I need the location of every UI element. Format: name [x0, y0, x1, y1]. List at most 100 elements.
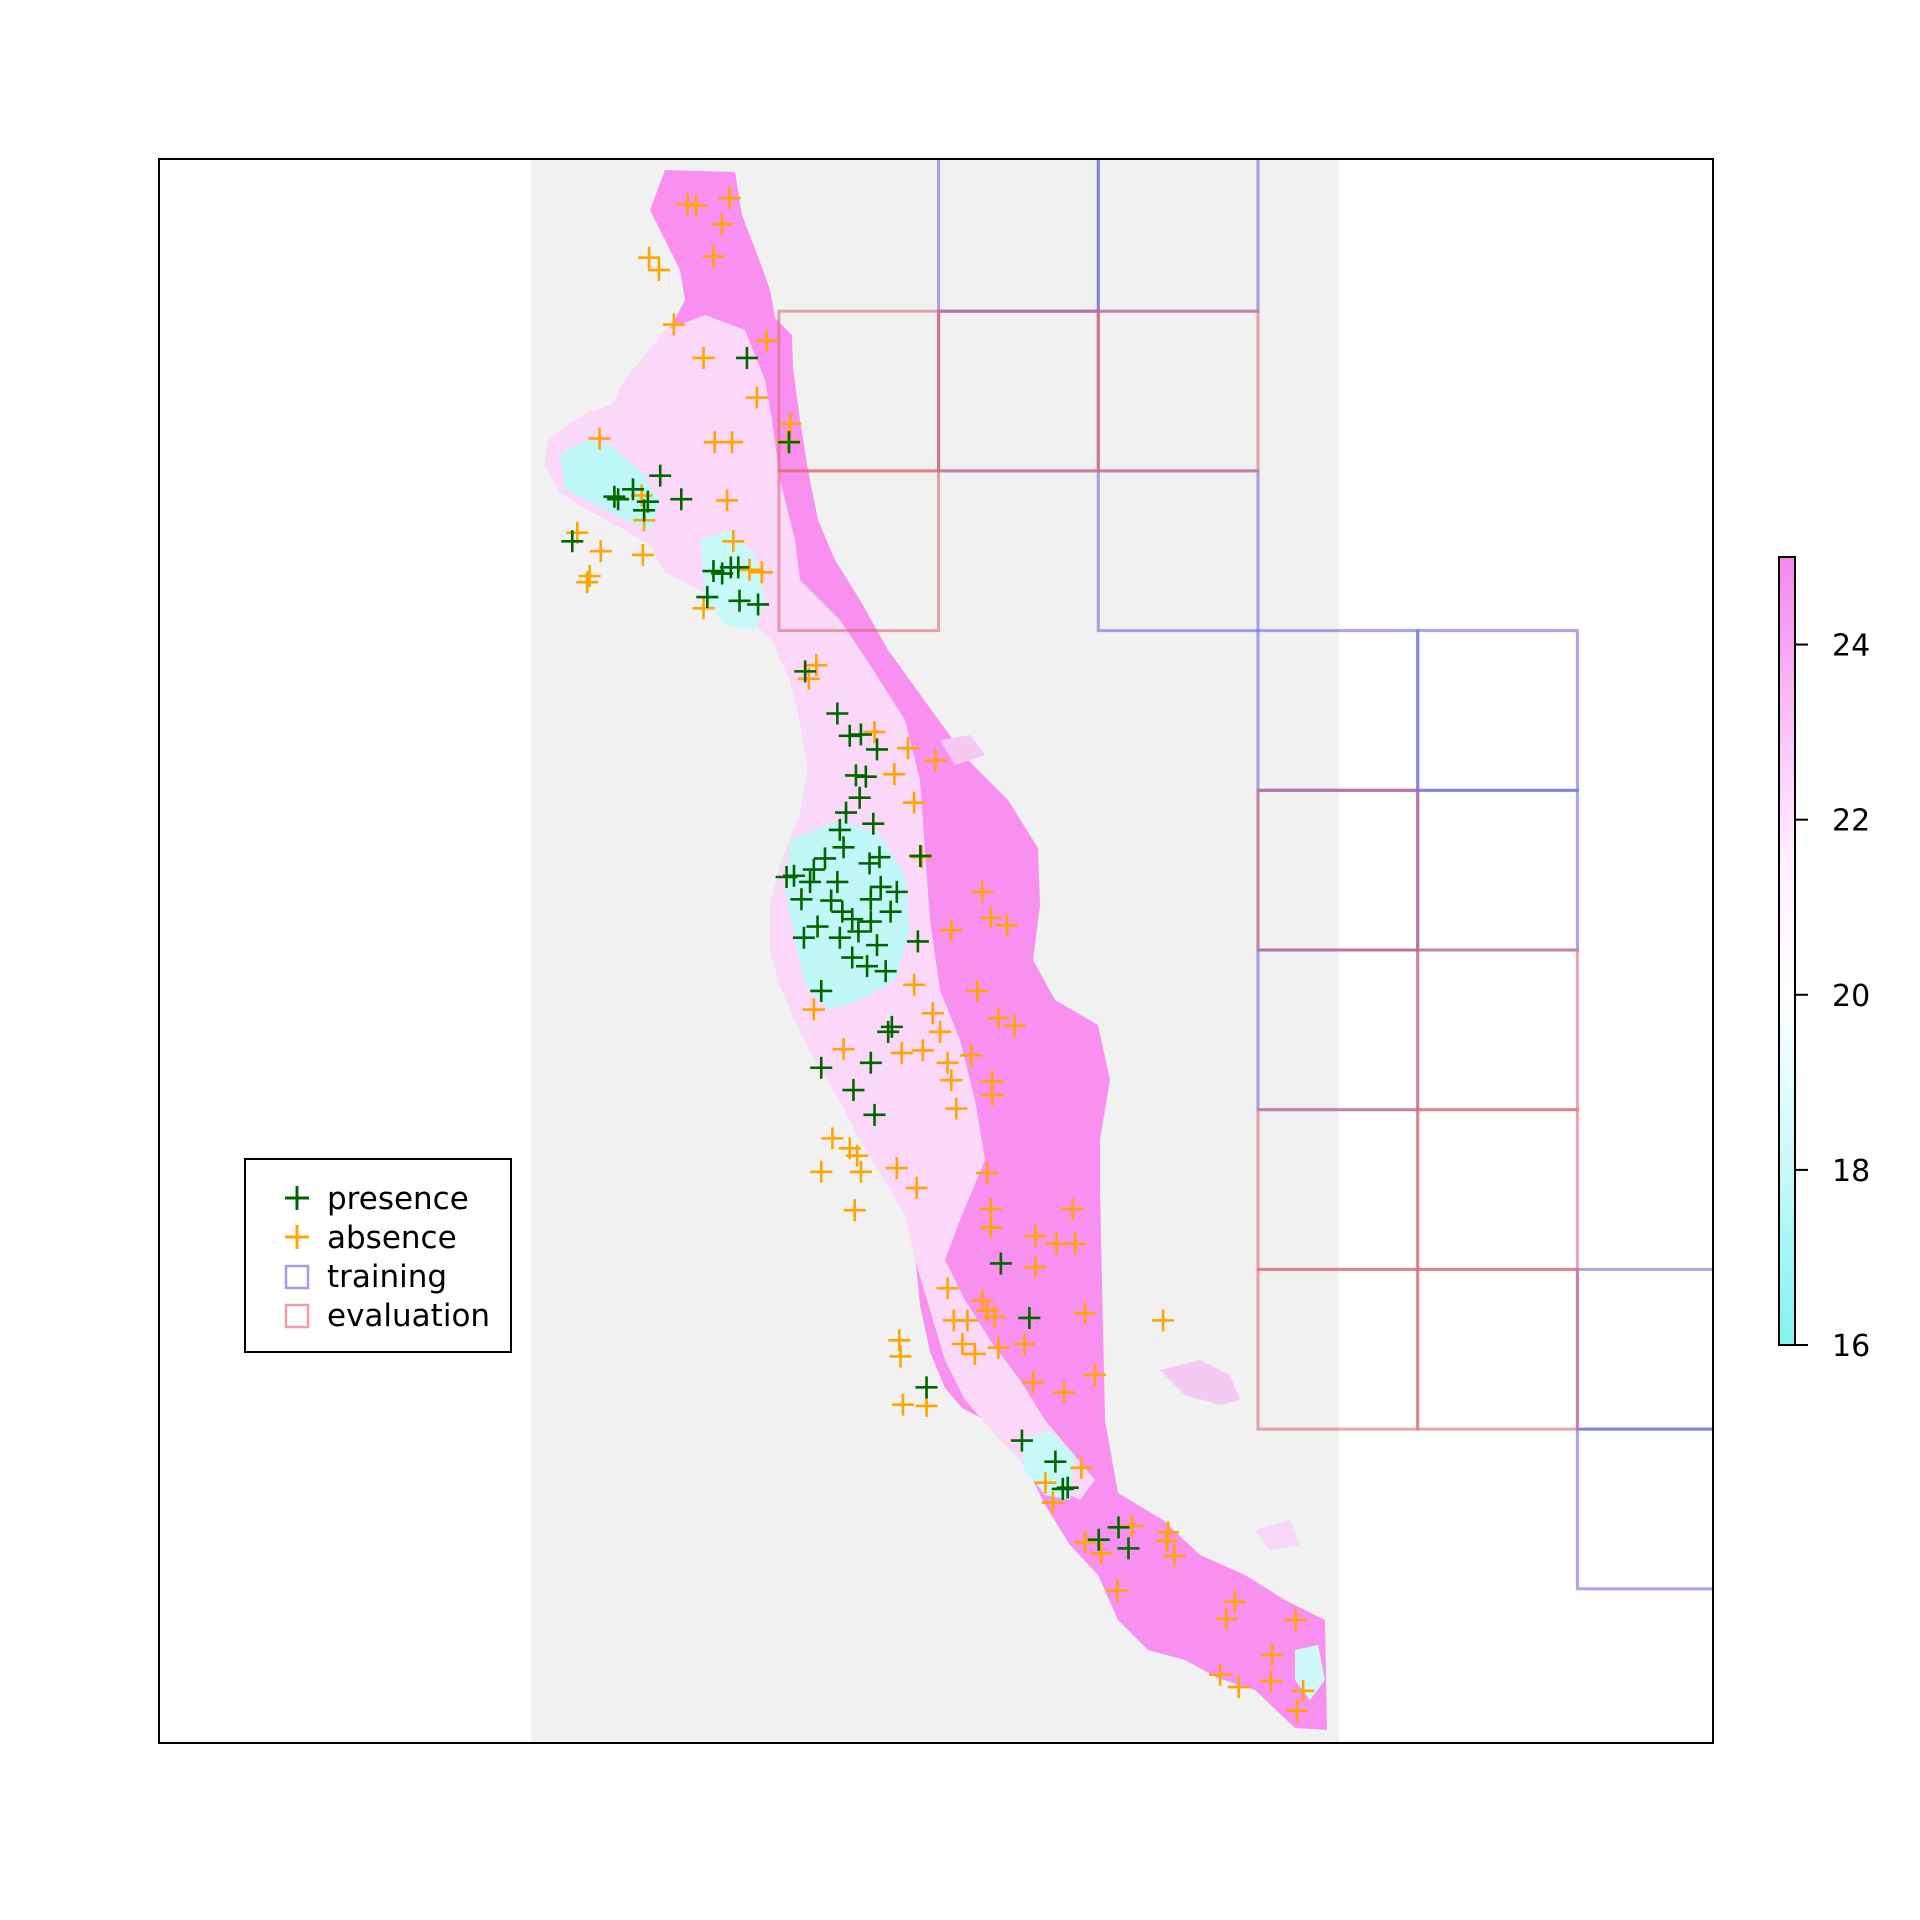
- absence-point: [1163, 1544, 1186, 1567]
- presence-point: [828, 818, 851, 841]
- land-cool-region-south: [1020, 1430, 1075, 1500]
- presence-point: [859, 1051, 882, 1074]
- presence-point: [885, 880, 908, 903]
- absence-point: [1024, 1225, 1047, 1248]
- absence-point: [1090, 1542, 1113, 1565]
- absence-point: [1074, 1302, 1097, 1325]
- presence-point: [820, 889, 843, 912]
- absence-point: [692, 597, 715, 620]
- absence-point: [1209, 1663, 1232, 1686]
- training-block: [1416, 629, 1579, 792]
- absence-point: [889, 1345, 912, 1368]
- legend-label-absence: absence: [327, 1220, 457, 1256]
- presence-point: [1056, 1476, 1079, 1499]
- plot-frame: [158, 158, 1714, 1744]
- absence-point: [911, 1039, 934, 1062]
- training-block: [1897, 1429, 1920, 1589]
- colorbar-tick-label: 16: [1832, 1329, 1870, 1364]
- absence-point: [1285, 1699, 1308, 1722]
- absence-point: [1041, 1491, 1064, 1514]
- absence-point: [1259, 1669, 1282, 1692]
- presence-point: [909, 844, 932, 867]
- absence-point: [738, 558, 761, 581]
- absence-point: [692, 346, 715, 369]
- absence-point: [779, 412, 802, 435]
- absence-point: [979, 1197, 1002, 1220]
- absence-point: [1106, 1579, 1129, 1602]
- absence-point: [896, 737, 919, 760]
- absence-point: [821, 1127, 844, 1150]
- absence-point: [966, 979, 989, 1002]
- absence-point: [892, 1393, 915, 1416]
- absence-point: [716, 489, 739, 512]
- presence-point: [841, 908, 864, 931]
- legend-item-presence: presence: [285, 1181, 469, 1217]
- presence-point: [633, 499, 656, 522]
- presence-point: [778, 431, 801, 454]
- absence-point: [647, 259, 670, 282]
- presence-point: [1044, 1450, 1067, 1473]
- training-legend-symbol: [284, 1264, 310, 1290]
- presence-point: [835, 801, 858, 824]
- absence-point: [1155, 1529, 1178, 1552]
- presence-point: [841, 946, 864, 969]
- presence-point: [906, 930, 929, 953]
- presence-point: [806, 915, 829, 938]
- presence-point: [868, 846, 891, 869]
- absence-point: [940, 1069, 963, 1092]
- presence-point: [879, 900, 902, 923]
- presence-point: [728, 589, 751, 612]
- absence-point: [936, 1277, 959, 1300]
- presence-point: [828, 926, 851, 949]
- presence-point: [790, 888, 813, 911]
- presence-point: [775, 866, 798, 888]
- absence-point: [1061, 1197, 1084, 1220]
- presence-point: [826, 702, 849, 725]
- presence-point: [670, 488, 693, 511]
- presence-point: [735, 346, 758, 369]
- presence-legend-symbol: [285, 1186, 309, 1210]
- presence-point: [856, 955, 879, 978]
- presence-points: [561, 346, 1140, 1560]
- legend-label-evaluation: evaluation: [327, 1298, 490, 1334]
- absence-point: [711, 213, 734, 236]
- absence-point: [903, 791, 926, 814]
- legend-item-training: training: [284, 1259, 447, 1295]
- evaluation-block: [1416, 1108, 1579, 1271]
- absence-point: [832, 1038, 855, 1061]
- presence-point: [869, 875, 892, 898]
- absence-point: [1074, 1531, 1097, 1554]
- islet-east-3: [940, 735, 985, 765]
- absence-point: [951, 1332, 974, 1355]
- presence-point: [603, 485, 626, 508]
- absence-point: [1070, 1456, 1093, 1479]
- presence-point: [854, 765, 877, 788]
- absence-point: [1261, 1643, 1284, 1666]
- colorbar-tick-label: 22: [1832, 804, 1870, 839]
- absence-point: [722, 530, 745, 553]
- absence-point: [1045, 1232, 1068, 1255]
- absence-point: [685, 194, 708, 217]
- islet-east-1: [1160, 1360, 1240, 1405]
- legend: presence absence training evaluation: [244, 1158, 512, 1353]
- legend-label-training: training: [327, 1259, 447, 1295]
- presence-point: [802, 858, 825, 881]
- training-block: [1737, 1110, 1897, 1270]
- colorbar-ramp: [1778, 556, 1796, 1346]
- absence-point: [1292, 1679, 1315, 1702]
- evaluation-block: [1256, 788, 1420, 952]
- presence-point: [810, 979, 833, 1002]
- absence-point: [976, 1162, 999, 1185]
- presence-point: [989, 1252, 1012, 1275]
- absence-point: [1053, 1381, 1076, 1404]
- presence-point: [832, 836, 855, 859]
- absence-point: [1227, 1676, 1250, 1699]
- absence-point: [945, 1097, 968, 1120]
- absence-point: [983, 1305, 1006, 1328]
- presence-point: [799, 870, 822, 893]
- absence-point: [921, 1002, 944, 1025]
- legend-item-evaluation: evaluation: [284, 1298, 490, 1334]
- absence-point: [987, 1007, 1010, 1030]
- presence-point: [848, 786, 871, 809]
- absence-point: [802, 998, 825, 1021]
